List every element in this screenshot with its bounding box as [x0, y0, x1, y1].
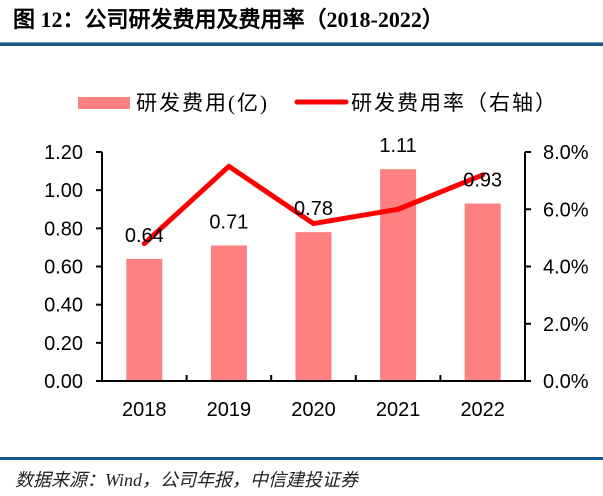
left-y-tick-label: 0.60	[44, 257, 83, 279]
legend-item-bar: 研发费用(亿)	[78, 91, 269, 115]
right-y-tick-label: 4.0%	[543, 257, 589, 279]
bar-data-label: 0.93	[463, 170, 502, 192]
left-y-tick-label: 0.20	[44, 333, 83, 355]
legend-bar-label: 研发费用(亿)	[136, 91, 269, 115]
x-tick-label: 2018	[122, 399, 167, 421]
footer-divider	[0, 457, 603, 460]
bars-layer	[126, 169, 501, 381]
left-y-tick-label: 0.80	[44, 218, 83, 240]
line-layer	[141, 163, 486, 247]
legend-bar-swatch	[78, 97, 130, 109]
bar-2019	[210, 245, 247, 381]
bar-2018	[126, 258, 163, 381]
legend: 研发费用(亿) 研发费用率（右轴）	[78, 91, 558, 115]
bar-data-label: 0.71	[209, 212, 248, 234]
x-tick-label: 2020	[291, 399, 336, 421]
right-y-tick-label: 2.0%	[543, 314, 589, 336]
x-tick-label: 2019	[207, 399, 252, 421]
legend-line-label: 研发费用率（右轴）	[351, 91, 558, 115]
right-y-tick-label: 0.0%	[543, 371, 589, 393]
left-y-tick-label: 1.00	[44, 180, 83, 202]
legend-item-line: 研发费用率（右轴）	[294, 91, 558, 115]
right-y-tick-label: 8.0%	[543, 142, 589, 164]
data-labels-layer: 0.64 0.71 0.78 1.11 0.93	[125, 135, 502, 247]
x-tick-label: 2022	[460, 399, 505, 421]
source-note: 数据来源：Wind，公司年报，中信建投证券	[15, 470, 359, 490]
bar-2021	[380, 169, 417, 381]
bar-data-label: 0.78	[294, 198, 333, 220]
right-y-tick-label: 6.0%	[543, 199, 589, 221]
axes-layer: 0.00 0.20 0.40 0.60 0.80 1.00 1.20 0.0% 2.0% 4.0%…	[44, 142, 589, 421]
bar-data-label: 1.11	[379, 135, 416, 157]
figure-title: 图 12：公司研发费用及费用率（2018-2022）	[13, 7, 444, 32]
bar-data-label: 0.64	[125, 225, 164, 247]
left-y-tick-label: 1.20	[44, 142, 83, 164]
x-tick-label: 2021	[376, 399, 421, 421]
left-y-tick-label: 0.00	[44, 371, 83, 393]
left-y-tick-label: 0.40	[44, 295, 83, 317]
title-divider	[0, 42, 603, 46]
bar-2022	[464, 203, 501, 381]
bar-2020	[295, 232, 332, 381]
